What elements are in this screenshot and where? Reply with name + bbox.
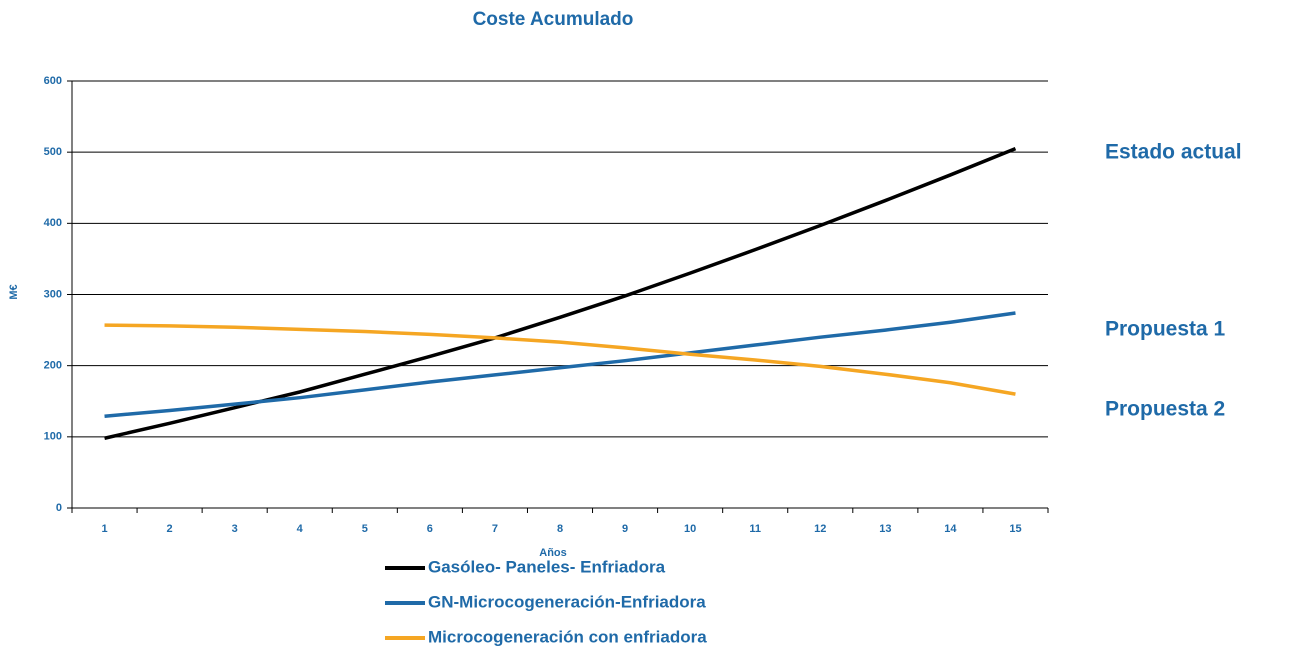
x-tick-label: 13 <box>879 523 891 535</box>
series-line <box>104 323 1016 396</box>
y-axis-label: M€ <box>8 284 20 299</box>
x-tick-label: 11 <box>749 523 761 535</box>
x-tick-label: 8 <box>557 523 563 535</box>
x-tick-label: 15 <box>1009 523 1021 535</box>
annotation: Propuesta 1 <box>1105 318 1226 341</box>
y-tick-label: 600 <box>44 75 62 87</box>
x-tick-label: 6 <box>427 523 433 535</box>
legend-label: Gasóleo- Paneles- Enfriadora <box>428 557 666 576</box>
annotation: Estado actual <box>1105 141 1242 164</box>
x-tick-label: 5 <box>362 523 368 535</box>
y-tick-label: 100 <box>44 431 62 443</box>
y-tick-label: 400 <box>44 217 62 229</box>
x-tick-label: 10 <box>684 523 696 535</box>
x-axis-label: Años <box>539 547 567 559</box>
y-tick-label: 500 <box>44 146 62 158</box>
x-tick-label: 2 <box>167 523 173 535</box>
series-line <box>104 146 1017 440</box>
x-tick-label: 3 <box>232 523 238 535</box>
x-tick-label: 4 <box>297 523 304 535</box>
x-tick-label: 14 <box>944 523 957 535</box>
x-tick-label: 9 <box>622 523 628 535</box>
y-tick-label: 0 <box>56 502 62 514</box>
legend-label: GN-Microcogeneración-Enfriadora <box>428 592 706 611</box>
chart-title: Coste Acumulado <box>473 9 634 30</box>
legend-label: Microcogeneración con enfriadora <box>428 627 707 646</box>
annotation: Propuesta 2 <box>1105 398 1225 421</box>
x-tick-label: 7 <box>492 523 498 535</box>
y-tick-label: 300 <box>44 288 62 300</box>
y-tick-label: 200 <box>44 360 62 372</box>
series-line <box>104 311 1016 418</box>
x-tick-label: 1 <box>101 523 107 535</box>
x-tick-label: 12 <box>814 523 826 535</box>
